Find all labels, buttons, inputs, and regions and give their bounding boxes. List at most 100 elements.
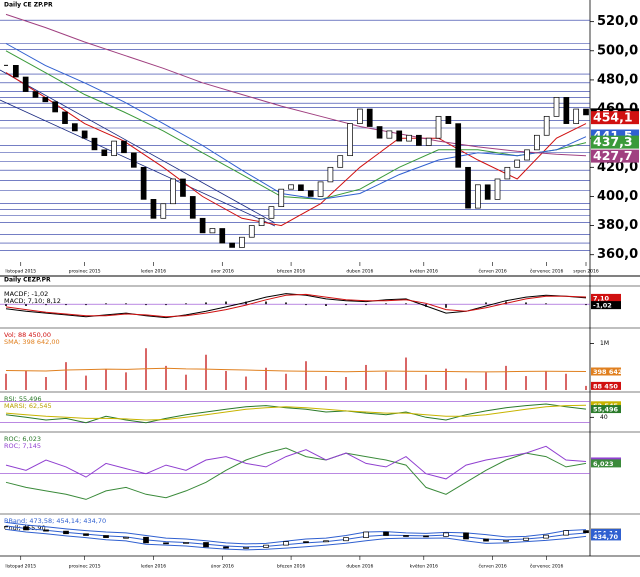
candle <box>180 178 186 197</box>
bar <box>125 303 127 305</box>
bar <box>205 354 207 390</box>
bar <box>525 376 527 390</box>
candle <box>219 228 226 244</box>
legend-entry: MACDF; -1,02 <box>4 290 48 298</box>
candle <box>170 178 176 205</box>
bar <box>105 303 107 305</box>
candle <box>583 108 589 116</box>
candle <box>563 530 569 536</box>
legend-entry: MARSI; 62,545 <box>4 402 52 410</box>
bar <box>365 304 367 306</box>
value-box <box>591 381 621 390</box>
x-tick-label: květen 2016 <box>410 563 438 570</box>
candle <box>327 166 334 183</box>
candle <box>303 541 309 543</box>
indicator-line <box>5 404 587 421</box>
candle <box>62 111 68 124</box>
candle <box>435 115 442 139</box>
bar <box>425 374 427 390</box>
bar <box>125 372 127 390</box>
candle <box>465 166 471 209</box>
bar <box>165 365 167 390</box>
x-tick-label: listopad 2015 <box>5 269 36 275</box>
bar <box>445 368 447 390</box>
candle <box>189 196 196 219</box>
legend-entry: MACD; 7,10; 8,12 <box>4 297 61 305</box>
y-tick-label: 380,0 <box>597 218 638 233</box>
candle <box>383 531 389 536</box>
candle <box>514 159 521 168</box>
bar <box>385 371 387 390</box>
candle <box>483 538 489 542</box>
candle <box>23 526 29 531</box>
y-tick-label: 520,0 <box>597 14 638 29</box>
legend-entry: Vol; 88 450,00 <box>4 331 51 339</box>
x-tick-label: červen 2016 <box>478 563 506 570</box>
bar <box>65 304 67 306</box>
bar <box>405 303 407 305</box>
candle <box>475 184 481 209</box>
bar <box>465 378 467 390</box>
bar <box>385 303 387 305</box>
candle <box>121 140 127 154</box>
x-tick-label: červenec 2016 <box>530 268 564 275</box>
bar <box>485 302 487 305</box>
value-box-label: 7,10 <box>593 294 610 302</box>
x-tick-label: březen 2016 <box>277 268 305 275</box>
indicator-line <box>5 521 587 545</box>
legend-entry: ROC; 7,145 <box>4 442 41 450</box>
bar <box>245 376 247 390</box>
y-tick-label: 400,0 <box>597 189 638 204</box>
candle <box>32 91 39 98</box>
bar <box>345 304 347 306</box>
candle <box>248 225 255 238</box>
bar <box>45 304 47 306</box>
candle <box>337 155 344 168</box>
value-box <box>591 135 639 149</box>
bar <box>345 377 347 390</box>
candle <box>386 130 393 139</box>
x-tick-label: listopad 2015 <box>5 564 36 570</box>
bar <box>305 361 307 390</box>
value-box <box>591 532 621 541</box>
x-tick-label: leden 2016 <box>141 564 167 570</box>
pane-title: Daily CEZP.PR <box>4 277 51 284</box>
candle <box>573 108 580 124</box>
bar <box>565 373 567 390</box>
candle <box>484 184 491 200</box>
candle <box>563 97 570 124</box>
candle <box>52 101 59 113</box>
bar <box>405 357 407 390</box>
legend-entry: RSI; 55,496 <box>4 395 42 403</box>
value-box-label: 427,7 <box>593 148 633 163</box>
candle <box>583 530 589 534</box>
legend-entry: SMA; 398 642,00 <box>4 338 60 346</box>
bar <box>585 304 587 306</box>
x-tick-label: červenec 2016 <box>530 563 564 570</box>
candle <box>203 542 209 548</box>
bar <box>25 304 27 306</box>
value-box <box>591 459 621 468</box>
bar <box>305 304 307 306</box>
legend-entry: ROC; 6,023 <box>4 435 41 443</box>
bar <box>525 302 527 305</box>
candle <box>396 130 403 142</box>
bar <box>185 303 187 305</box>
candle <box>229 242 235 248</box>
indicator-line <box>5 403 587 424</box>
candle <box>263 544 269 548</box>
candle <box>455 123 462 168</box>
candle <box>307 190 314 197</box>
x-tick-label: únor 2016 <box>211 268 234 275</box>
x-tick-label: prosinec 2015 <box>69 564 101 570</box>
bar <box>325 376 327 390</box>
value-box-label: 398 642 <box>593 368 622 376</box>
indicator-line <box>5 72 587 227</box>
value-box-label: 454,1 <box>593 110 633 125</box>
indicator-line <box>5 367 587 373</box>
x-tick-label: květen 2016 <box>410 268 438 275</box>
candle <box>130 152 137 168</box>
x-tick-label: únor 2016 <box>211 563 234 570</box>
x-tick-label: duben 2016 <box>346 564 373 570</box>
